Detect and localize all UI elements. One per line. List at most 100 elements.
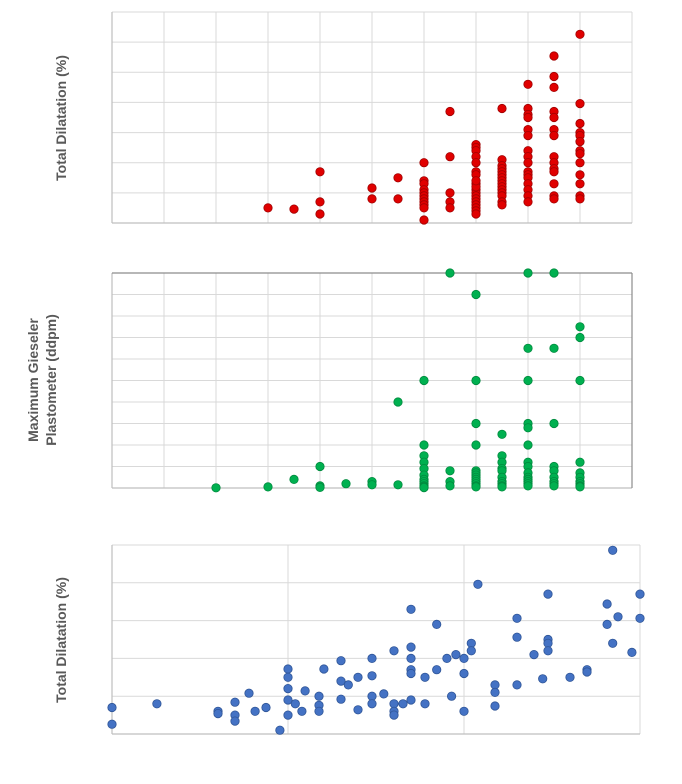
data-point xyxy=(471,418,481,429)
data-point xyxy=(466,646,476,656)
data-point xyxy=(459,706,469,716)
data-point xyxy=(314,706,324,716)
data-point xyxy=(419,375,429,386)
data-point xyxy=(367,194,377,204)
data-point xyxy=(367,183,377,193)
data-point xyxy=(319,664,329,674)
data-point xyxy=(446,691,457,701)
data-point xyxy=(523,375,533,386)
data-point xyxy=(549,71,559,82)
data-point xyxy=(471,440,481,450)
data-point xyxy=(549,481,559,491)
data-point xyxy=(549,51,559,61)
data-point xyxy=(471,289,481,300)
data-point xyxy=(315,209,325,219)
data-point xyxy=(297,706,307,716)
data-point xyxy=(419,482,429,493)
data-point xyxy=(575,457,585,467)
data-point xyxy=(549,194,559,204)
data-point xyxy=(289,204,299,214)
data-point xyxy=(512,632,522,642)
data-point xyxy=(230,716,240,726)
data-point xyxy=(406,668,416,679)
data-point xyxy=(283,672,293,682)
data-point xyxy=(565,672,575,682)
data-point xyxy=(379,689,389,699)
data-point xyxy=(336,676,346,686)
data-point xyxy=(543,589,553,599)
data-point xyxy=(406,604,416,614)
data-point xyxy=(512,613,522,623)
data-point xyxy=(575,99,585,109)
data-point xyxy=(263,203,273,213)
data-point xyxy=(529,649,539,660)
data-point xyxy=(523,343,533,353)
data-point xyxy=(283,664,293,674)
data-point xyxy=(523,481,533,491)
data-point xyxy=(314,691,324,701)
data-point xyxy=(451,649,461,660)
data-point xyxy=(275,725,285,735)
data-point xyxy=(549,268,559,278)
data-point xyxy=(471,158,481,168)
data-point xyxy=(543,646,553,656)
data-point xyxy=(289,474,299,484)
data-point xyxy=(263,482,273,492)
data-point xyxy=(497,103,507,114)
data-point xyxy=(635,589,645,599)
data-point xyxy=(367,653,377,664)
data-point xyxy=(613,612,623,622)
data-point xyxy=(582,667,592,677)
data-point xyxy=(523,112,533,123)
data-point xyxy=(523,268,533,278)
y-axis-label: Total Dilatation (%) xyxy=(53,577,69,703)
data-point xyxy=(353,672,363,682)
data-point xyxy=(290,699,300,709)
data-point xyxy=(432,619,442,630)
data-point xyxy=(608,545,618,555)
data-point xyxy=(523,197,533,207)
data-point xyxy=(490,687,500,698)
data-point xyxy=(575,375,585,386)
y-axis-label: Maximum Gieseler Plastometer (ddpm) xyxy=(25,314,59,445)
data-point xyxy=(213,708,223,719)
data-point xyxy=(602,619,612,630)
data-point xyxy=(367,699,377,709)
data-point xyxy=(473,579,483,589)
data-point xyxy=(445,466,455,476)
data-point xyxy=(549,112,559,123)
data-point xyxy=(315,461,325,472)
data-point xyxy=(497,482,507,492)
data-point xyxy=(336,656,346,666)
data-point xyxy=(393,480,403,490)
data-point xyxy=(497,429,507,439)
data-point xyxy=(575,194,585,204)
data-point xyxy=(549,418,559,429)
data-point xyxy=(575,332,585,343)
data-point xyxy=(442,653,452,664)
data-point xyxy=(523,440,533,450)
data-point xyxy=(389,646,399,656)
data-point xyxy=(389,710,399,720)
data-point xyxy=(523,423,533,433)
data-point xyxy=(497,200,507,210)
data-point xyxy=(230,697,240,707)
data-point xyxy=(250,706,260,716)
data-point xyxy=(336,694,346,704)
data-point xyxy=(419,203,429,213)
y-axis-label: Total Dilatation (%) xyxy=(53,55,69,181)
data-point xyxy=(367,691,377,701)
data-point xyxy=(445,268,455,278)
data-point xyxy=(549,167,559,177)
data-point xyxy=(549,82,559,93)
data-point xyxy=(627,647,637,658)
data-point xyxy=(419,215,429,225)
data-point xyxy=(419,158,429,168)
data-point xyxy=(283,710,293,720)
data-point xyxy=(445,106,455,117)
data-point xyxy=(398,699,408,709)
data-point xyxy=(549,179,559,189)
data-point xyxy=(152,699,162,709)
data-point xyxy=(575,179,585,189)
data-point xyxy=(445,188,455,198)
